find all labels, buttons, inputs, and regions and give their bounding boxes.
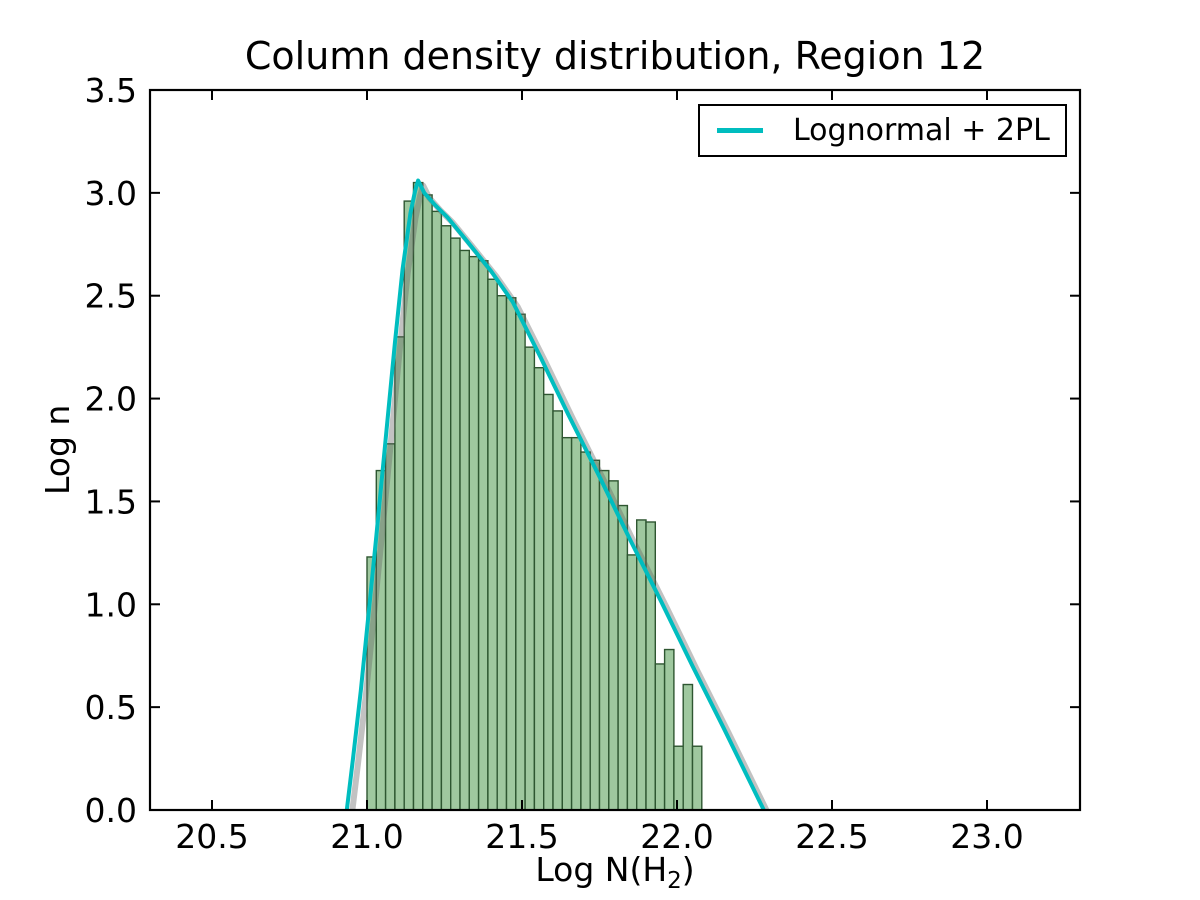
legend-line-sample bbox=[717, 128, 763, 133]
x-axis-label-base: Log N(H bbox=[535, 850, 668, 889]
histogram-bar bbox=[524, 346, 536, 810]
y-tick-label: 0.0 bbox=[85, 791, 137, 830]
legend: Lognormal + 2PL bbox=[698, 104, 1067, 157]
histogram-bar bbox=[561, 436, 573, 810]
y-tick-label: 3.0 bbox=[85, 174, 137, 213]
x-tick-label: 21.0 bbox=[330, 817, 403, 856]
histogram-bar bbox=[487, 278, 498, 810]
x-axis-label-subscript: 2 bbox=[667, 868, 682, 894]
y-tick-label: 1.5 bbox=[85, 482, 137, 521]
x-tick-label: 21.5 bbox=[485, 817, 558, 856]
y-tick-label: 1.0 bbox=[85, 585, 137, 624]
y-tick-label: 3.5 bbox=[85, 71, 137, 110]
histogram-bar bbox=[608, 480, 619, 810]
histogram-bar bbox=[468, 255, 480, 810]
histogram-bar bbox=[589, 459, 601, 810]
histogram-bar bbox=[533, 367, 545, 810]
histogram-bar bbox=[552, 410, 564, 810]
y-tick-label: 0.5 bbox=[85, 688, 137, 727]
x-tick-label: 22.0 bbox=[640, 817, 713, 856]
histogram-bar bbox=[654, 663, 666, 810]
plot-contents bbox=[344, 178, 770, 810]
histogram-bar bbox=[496, 295, 508, 810]
histogram-bar bbox=[440, 225, 452, 810]
legend-label: Lognormal + 2PL bbox=[793, 113, 1050, 148]
histogram-bar bbox=[580, 451, 591, 810]
histogram-bar bbox=[617, 504, 629, 810]
histogram-bar bbox=[412, 181, 424, 810]
histogram-bar bbox=[515, 313, 526, 810]
x-axis-label-close: ) bbox=[681, 850, 695, 889]
histogram-bar bbox=[543, 393, 554, 810]
histogram-bar bbox=[598, 469, 610, 810]
y-axis-label: Log n bbox=[38, 404, 77, 495]
histogram-bar bbox=[663, 648, 675, 810]
histogram-bar bbox=[691, 745, 703, 810]
histogram-bar bbox=[673, 745, 684, 810]
x-tick-label: 23.0 bbox=[950, 817, 1023, 856]
histogram-bar bbox=[477, 260, 489, 810]
histogram-bar bbox=[505, 297, 517, 810]
histogram-bar bbox=[459, 249, 471, 810]
x-tick-label: 20.5 bbox=[175, 817, 248, 856]
y-tick-label: 2.0 bbox=[85, 380, 137, 419]
x-axis-label: Log N(H2) bbox=[150, 850, 1080, 894]
histogram-bar bbox=[450, 237, 461, 810]
histogram-bar bbox=[422, 194, 433, 810]
histogram-bar bbox=[626, 554, 638, 810]
chart-title: Column density distribution, Region 12 bbox=[244, 34, 986, 78]
x-tick-label: 22.5 bbox=[795, 817, 868, 856]
histogram-bar bbox=[570, 436, 582, 810]
y-tick-label: 2.5 bbox=[85, 277, 137, 316]
fit-line bbox=[344, 178, 766, 810]
histogram-bar bbox=[682, 683, 694, 810]
histogram-bar bbox=[431, 210, 443, 810]
axes-frame bbox=[148, 88, 1082, 812]
